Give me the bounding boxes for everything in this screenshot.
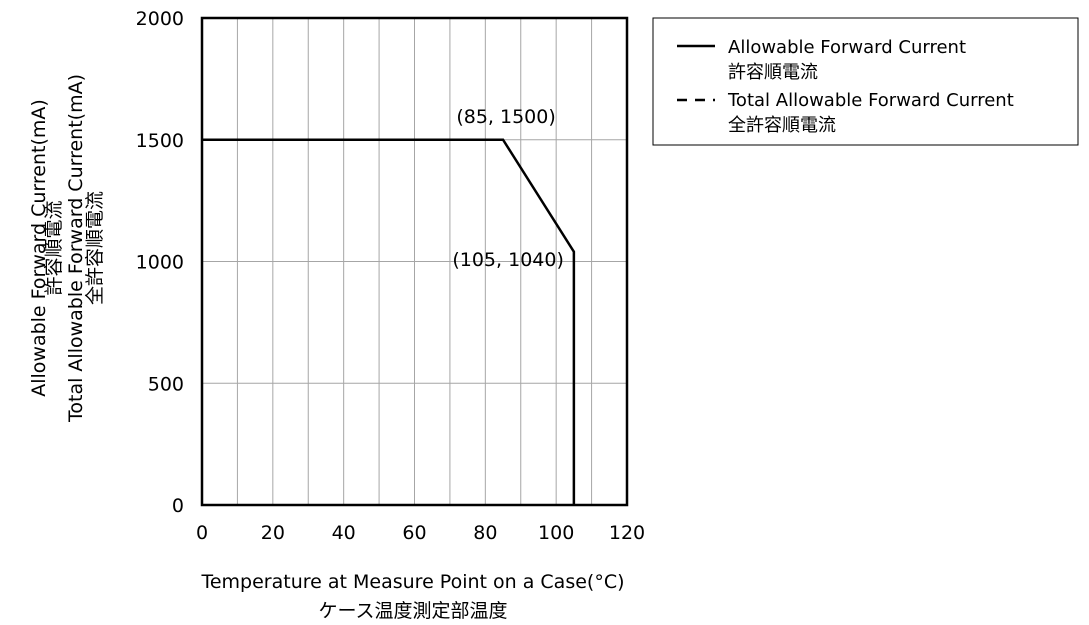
legend: Allowable Forward Current 許容順電流 Total Al… xyxy=(652,17,1079,146)
legend-label-allowable-jp: 許容順電流 xyxy=(728,62,818,83)
x-tick-label: 80 xyxy=(473,522,497,544)
annotations: (85, 1500) (105, 1040) xyxy=(452,106,564,271)
series-lines xyxy=(202,138,576,505)
y-axis-label-line-2: 許容順電流 xyxy=(43,200,65,295)
y-axis-label-line-4: 全許容順電流 xyxy=(84,191,106,305)
legend-label-allowable: Allowable Forward Current xyxy=(728,37,966,58)
tick-labels: 0 20 40 60 80 100 120 0 500 1000 1500 2000 xyxy=(136,8,645,544)
series-line-0 xyxy=(202,138,576,505)
y-tick-label: 1500 xyxy=(136,130,184,152)
legend-box xyxy=(652,17,1079,146)
y-tick-label: 500 xyxy=(148,373,184,395)
legend-label-total: Total Allowable Forward Current xyxy=(727,90,1014,111)
plot-frame xyxy=(200,16,629,507)
x-tick-label: 60 xyxy=(402,522,426,544)
y-axis-label-line-3: Total Allowable Forward Current(mA) xyxy=(65,74,87,423)
y-tick-label: 0 xyxy=(172,495,184,517)
x-tick-label: 120 xyxy=(609,522,645,544)
y-tick-label: 1000 xyxy=(136,252,184,274)
y-tick-label: 2000 xyxy=(136,8,184,30)
y-axis-label-line-1: Allowable Forward Current(mA) xyxy=(28,99,50,397)
x-tick-label: 40 xyxy=(332,522,356,544)
x-tick-label: 20 xyxy=(261,522,285,544)
x-tick-label: 100 xyxy=(538,522,574,544)
x-axis-label-line-1: Temperature at Measure Point on a Case(°… xyxy=(200,571,624,593)
annotation-label: (105, 1040) xyxy=(452,249,564,271)
annotation-label: (85, 1500) xyxy=(456,106,555,128)
legend-label-total-jp: 全許容順電流 xyxy=(728,115,836,136)
x-axis-label-line-2: ケース温度測定部温度 xyxy=(318,600,507,622)
x-tick-label: 0 xyxy=(196,522,208,544)
